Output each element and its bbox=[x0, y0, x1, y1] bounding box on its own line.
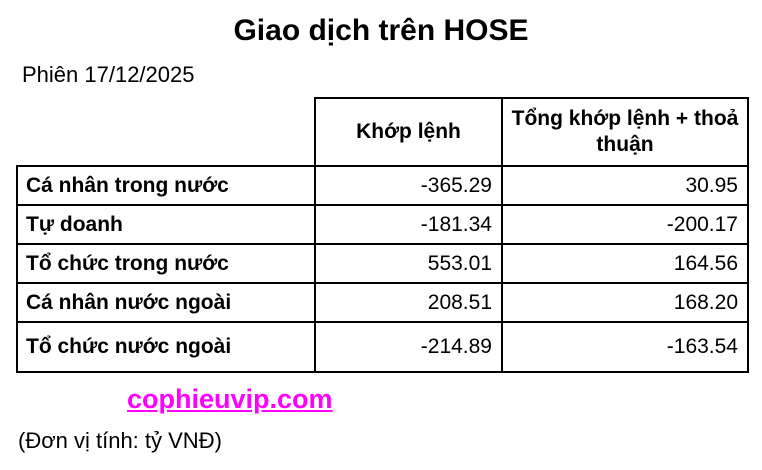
table-row: Cá nhân trong nước -365.29 30.95 bbox=[16, 165, 749, 206]
unit-note: (Đơn vị tính: tỷ VNĐ) bbox=[18, 428, 222, 453]
table-row: Tổ chức trong nước 553.01 164.56 bbox=[16, 243, 749, 284]
row-label: Tổ chức nước ngoài bbox=[16, 321, 316, 373]
row-label: Cá nhân nước ngoài bbox=[16, 282, 316, 323]
header-blank-cell bbox=[17, 98, 315, 166]
tong-value: 30.95 bbox=[501, 165, 749, 206]
tong-value: 168.20 bbox=[501, 282, 749, 323]
khop-lenh-value: 208.51 bbox=[314, 282, 503, 323]
row-label: Tổ chức trong nước bbox=[16, 243, 316, 284]
page-title: Giao dịch trên HOSE bbox=[233, 14, 529, 47]
khop-lenh-value: -365.29 bbox=[314, 165, 503, 206]
header-khop-lenh: Khớp lệnh bbox=[314, 97, 503, 167]
khop-lenh-value: 553.01 bbox=[314, 243, 503, 284]
tong-value: -200.17 bbox=[501, 204, 749, 245]
table-row: Cá nhân nước ngoài 208.51 168.20 bbox=[16, 282, 749, 323]
header-tong-khop-lenh-thoa-thuan: Tổng khớp lệnh + thoả thuận bbox=[501, 97, 749, 167]
table-row: Tổ chức nước ngoài -214.89 -163.54 bbox=[16, 321, 749, 373]
row-label: Cá nhân trong nước bbox=[16, 165, 316, 206]
session-date: Phiên 17/12/2025 bbox=[22, 62, 195, 87]
tong-value: 164.56 bbox=[501, 243, 749, 284]
table-row: Tự doanh -181.34 -200.17 bbox=[16, 204, 749, 245]
watermark-link[interactable]: cophieuvip.com bbox=[127, 384, 333, 414]
row-label: Tự doanh bbox=[16, 204, 316, 245]
hose-trading-table: Khớp lệnh Tổng khớp lệnh + thoả thuận Cá… bbox=[16, 97, 749, 373]
tong-value: -163.54 bbox=[501, 321, 749, 373]
khop-lenh-value: -214.89 bbox=[314, 321, 503, 373]
table-header-row: Khớp lệnh Tổng khớp lệnh + thoả thuận bbox=[17, 97, 749, 167]
khop-lenh-value: -181.34 bbox=[314, 204, 503, 245]
